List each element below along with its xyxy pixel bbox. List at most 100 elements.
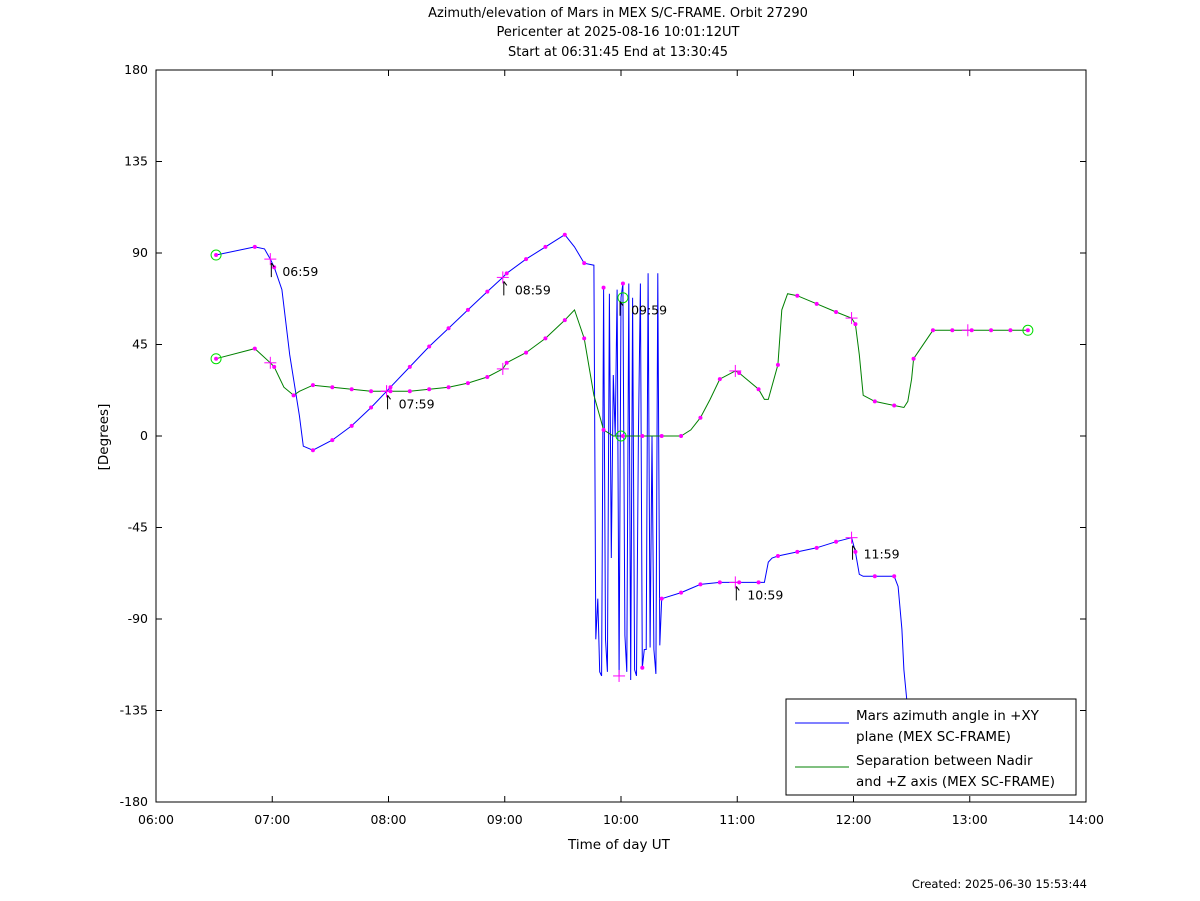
data-point	[252, 346, 257, 351]
data-point	[485, 289, 490, 294]
annotation-label: 11:59	[864, 547, 900, 562]
y-tick-label: -180	[120, 794, 148, 809]
data-point	[892, 574, 897, 579]
hour-marker	[496, 271, 509, 284]
annotation-label: 07:59	[399, 396, 435, 411]
data-point	[407, 389, 412, 394]
data-point	[543, 336, 548, 341]
x-axis-label: Time of day UT	[567, 837, 671, 853]
data-point	[698, 415, 703, 420]
pericenter-marker	[615, 430, 627, 442]
pericenter-marker	[617, 292, 629, 304]
data-point	[272, 364, 277, 369]
data-point	[601, 285, 606, 290]
data-point	[214, 356, 219, 361]
data-point	[291, 393, 296, 398]
hour-marker	[845, 531, 858, 544]
plot-markers	[210, 232, 1034, 716]
y-tick-label: 90	[132, 245, 148, 260]
y-tick-label: -90	[128, 611, 148, 626]
annotation-arrow	[619, 301, 624, 307]
data-point	[310, 383, 315, 388]
annotation-arrow	[270, 262, 275, 268]
x-axis-ticks: 06:00 07:00 08:00 09:00 10:00 11:00 12:00 13:00…	[138, 70, 1104, 827]
data-point	[562, 232, 567, 237]
x-tick-label: 11:00	[719, 812, 755, 827]
data-point	[465, 307, 470, 312]
data-point	[446, 326, 451, 331]
hour-marker	[729, 364, 742, 377]
data-point	[911, 356, 916, 361]
data-point	[620, 434, 625, 438]
y-tick-label: 135	[124, 154, 148, 169]
data-point	[562, 318, 567, 323]
annotation-arrow	[503, 281, 508, 286]
data-point	[252, 244, 257, 249]
data-point	[620, 281, 625, 286]
data-point	[407, 364, 412, 369]
created-timestamp: Created: 2025-06-30 15:53:44	[911, 877, 1087, 891]
data-point	[465, 381, 470, 386]
data-point	[330, 385, 335, 390]
chart-title: Azimuth/elevation of Mars in MEX S/C-FRA…	[428, 6, 808, 60]
data-point	[369, 389, 374, 394]
data-point	[659, 596, 664, 601]
data-point	[698, 582, 703, 587]
data-point	[1008, 328, 1013, 333]
data-point	[853, 322, 858, 327]
data-point	[853, 549, 858, 554]
data-point	[795, 293, 800, 298]
data-point	[349, 423, 354, 428]
endpoint-marker	[1022, 324, 1034, 336]
data-point	[717, 377, 722, 382]
endpoint-marker	[210, 249, 222, 261]
endpoint-marker	[210, 353, 222, 365]
data-point	[756, 387, 761, 392]
data-point	[834, 309, 839, 314]
data-point	[892, 403, 897, 408]
data-point	[369, 405, 374, 410]
data-point	[524, 350, 529, 355]
data-point	[737, 370, 742, 375]
data-point	[872, 574, 877, 579]
annotation-arrow	[387, 394, 391, 400]
legend-box	[785, 698, 1077, 796]
hour-marker	[613, 669, 626, 682]
hour-marker	[264, 253, 277, 266]
annotation-label: 08:59	[515, 282, 551, 297]
data-point	[679, 590, 684, 595]
legend-label-azimuth-1: Mars azimuth angle in +XY	[856, 708, 1040, 724]
x-tick-label: 07:00	[254, 812, 290, 827]
plot-series	[215, 234, 1028, 711]
title-line-3: Start at 06:31:45 End at 13:30:45	[508, 45, 728, 60]
title-line-2: Pericenter at 2025-08-16 10:01:12UT	[496, 25, 739, 40]
y-axis-label: [Degrees]	[96, 404, 112, 471]
x-tick-label: 13:00	[952, 812, 988, 827]
series-line-azimuth	[215, 234, 909, 711]
data-point	[872, 399, 877, 404]
data-point	[756, 580, 761, 585]
y-tick-label: 45	[132, 337, 148, 352]
data-point	[834, 539, 839, 544]
data-point	[524, 257, 529, 262]
data-point	[582, 261, 587, 266]
x-tick-label: 12:00	[835, 812, 871, 827]
annotation-label: 10:59	[747, 587, 783, 602]
data-point	[427, 387, 432, 392]
data-point	[582, 336, 587, 341]
data-point	[814, 301, 819, 306]
data-point	[679, 434, 684, 438]
data-point	[388, 389, 393, 394]
data-point	[388, 385, 393, 390]
data-point	[427, 344, 432, 349]
legend-label-separation-1: Separation between Nadir	[856, 753, 1033, 769]
legend: Mars azimuth angle in +XY plane (MEX SC-…	[785, 698, 1077, 796]
y-axis-ticks: 180 135 90 45 0 -45 -90 -135 -180	[120, 62, 1086, 809]
x-tick-label: 08:00	[370, 812, 406, 827]
data-point	[775, 362, 780, 367]
data-point	[775, 553, 780, 558]
x-tick-label: 06:00	[138, 812, 174, 827]
hour-marker	[845, 312, 858, 325]
x-tick-label: 14:00	[1068, 812, 1104, 827]
